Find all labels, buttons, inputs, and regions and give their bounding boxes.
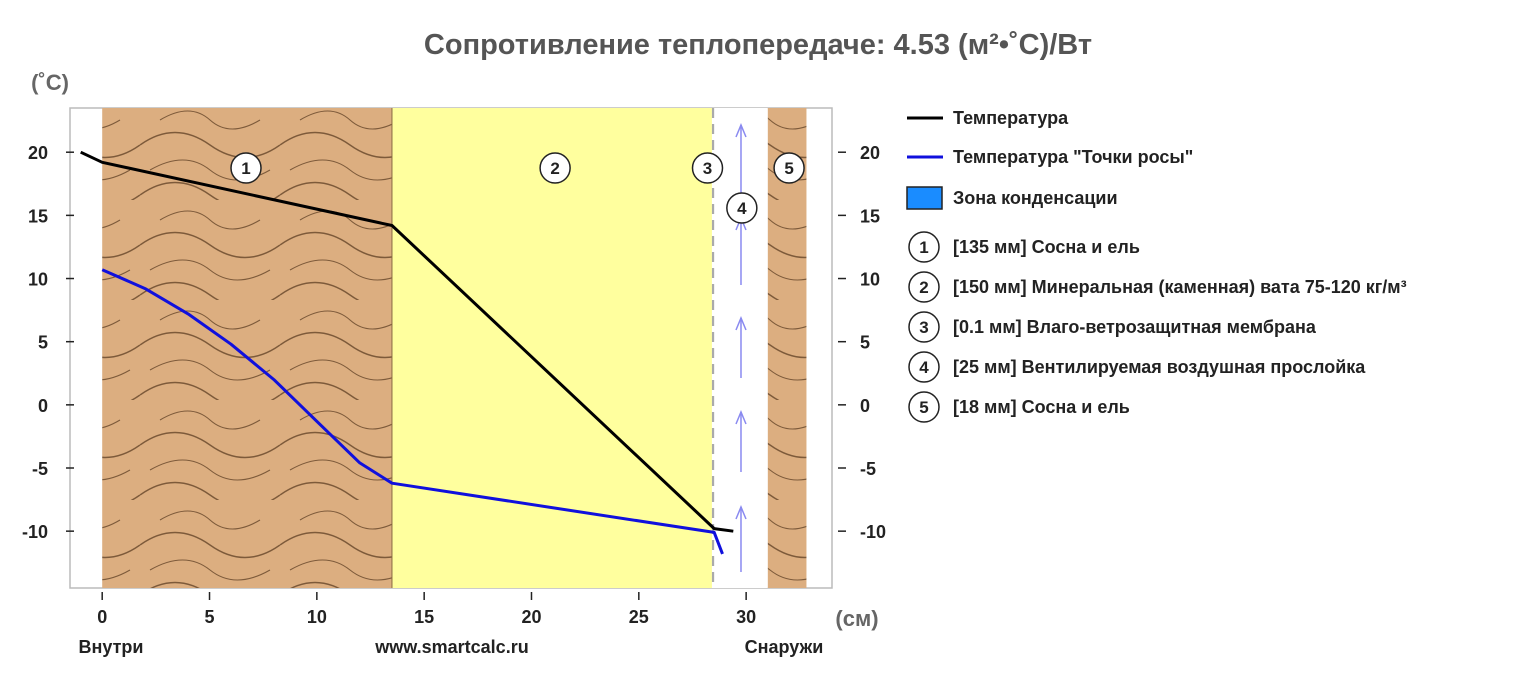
series-line-1 (101, 268, 724, 555)
y-tick-label-right-0: 20 (860, 143, 880, 163)
air-arrow-head-3 (735, 410, 747, 425)
legend-layer-marker-3 (908, 311, 940, 343)
label-inside: Внутри (79, 637, 144, 657)
y-tick-label-right-6: -10 (860, 522, 886, 542)
legend-layers: 1 [135 мм] Сосна и ель 2 [150 мм] Минеральн… (908, 231, 1407, 423)
y-tick-label-left-2: 10 (28, 270, 48, 290)
legend-label-dewpoint: Температура "Точки росы" (953, 147, 1193, 167)
x-tick-label-0: 0 (97, 607, 107, 627)
x-tick-label-1: 5 (205, 607, 215, 627)
legend-layer-label-2: [150 мм] Минеральная (каменная) вата 75-… (953, 277, 1407, 297)
y-tick-label-right-1: 15 (860, 206, 880, 226)
y-tick-label-right-3: 5 (860, 333, 870, 353)
layer-marker-4 (726, 192, 758, 224)
legend-label-temperature: Температура (953, 108, 1069, 128)
layer-marker-3 (691, 152, 724, 184)
x-tick-label-4: 20 (521, 607, 541, 627)
label-outside: Снаружи (745, 637, 824, 657)
series-line-0 (80, 150, 734, 533)
layer-marker-label-3: 3 (703, 159, 712, 178)
legend-swatch-condensation (906, 186, 943, 210)
legend-label-condensation: Зона конденсации (953, 188, 1118, 208)
layer-marker-2 (539, 152, 571, 184)
layer-markers: 1 2 3 4 5 (230, 152, 805, 224)
x-tick-label-5: 25 (629, 607, 649, 627)
legend-layer-marker-1 (908, 231, 940, 263)
air-arrow-head-0 (735, 123, 747, 138)
y-tick-label-left-6: -10 (22, 522, 48, 542)
x-axis-label: (см) (835, 606, 878, 631)
legend-layer-label-4: [25 мм] Вентилируемая воздушная прослойк… (953, 357, 1366, 377)
layer-marker-label-1: 1 (241, 159, 250, 178)
y-tick-label-right-4: 0 (860, 396, 870, 416)
legend-layer-number-2: 2 (919, 278, 928, 297)
layer-1 (102, 108, 392, 588)
plot-area: 1 2 3 4 5 (69, 107, 833, 589)
y-tick-label-left-4: 0 (38, 396, 48, 416)
legend-layer-label-3: [0.1 мм] Влаго-ветрозащитная мембрана (953, 317, 1317, 337)
air-flow-arrows (735, 123, 747, 572)
legend-layer-number-3: 3 (919, 318, 928, 337)
legend-layer-number-4: 4 (919, 358, 929, 377)
legend-layer-marker-2 (908, 271, 940, 303)
y-axis-right: 20 15 10 5 0 -5 -10 (838, 143, 886, 542)
series-lines (80, 150, 734, 555)
legend-layer-number-1: 1 (919, 238, 928, 257)
layer-5 (767, 108, 807, 588)
layer-marker-5 (773, 152, 805, 184)
layer-marker-label-5: 5 (784, 159, 793, 178)
x-tick-label-6: 30 (736, 607, 756, 627)
layer-marker-label-2: 2 (550, 159, 559, 178)
y-axis-label: (˚C) (31, 70, 69, 95)
y-tick-label-left-0: 20 (28, 143, 48, 163)
y-tick-label-left-1: 15 (28, 206, 48, 226)
y-tick-label-right-5: -5 (860, 459, 876, 479)
layer-marker-1 (230, 152, 262, 184)
legend-layer-label-1: [135 мм] Сосна и ель (953, 237, 1140, 257)
legend-layer-marker-4 (908, 351, 940, 383)
chart-title: Сопротивление теплопередаче: 4.53 (м²•˚C… (424, 29, 1092, 61)
label-site: www.smartcalc.ru (374, 637, 528, 657)
layer-marker-label-4: 4 (737, 199, 747, 218)
x-tick-label-3: 15 (414, 607, 434, 627)
air-arrow-head-2 (735, 316, 747, 331)
y-tick-label-left-5: -5 (32, 459, 48, 479)
legend-layer-number-5: 5 (919, 398, 928, 417)
y-axis-left: 20 15 10 5 0 -5 -10 (22, 143, 74, 542)
y-tick-label-right-2: 10 (860, 270, 880, 290)
x-tick-label-2: 10 (307, 607, 327, 627)
air-arrow-head-4 (735, 505, 747, 520)
legend-layer-marker-5 (908, 391, 940, 423)
legend-layer-label-5: [18 мм] Сосна и ель (953, 397, 1130, 417)
x-axis: 0 5 10 15 20 25 30 (97, 592, 756, 627)
legend: Температура Температура "Точки росы" Зон… (906, 108, 1407, 423)
y-tick-label-left-3: 5 (38, 333, 48, 353)
